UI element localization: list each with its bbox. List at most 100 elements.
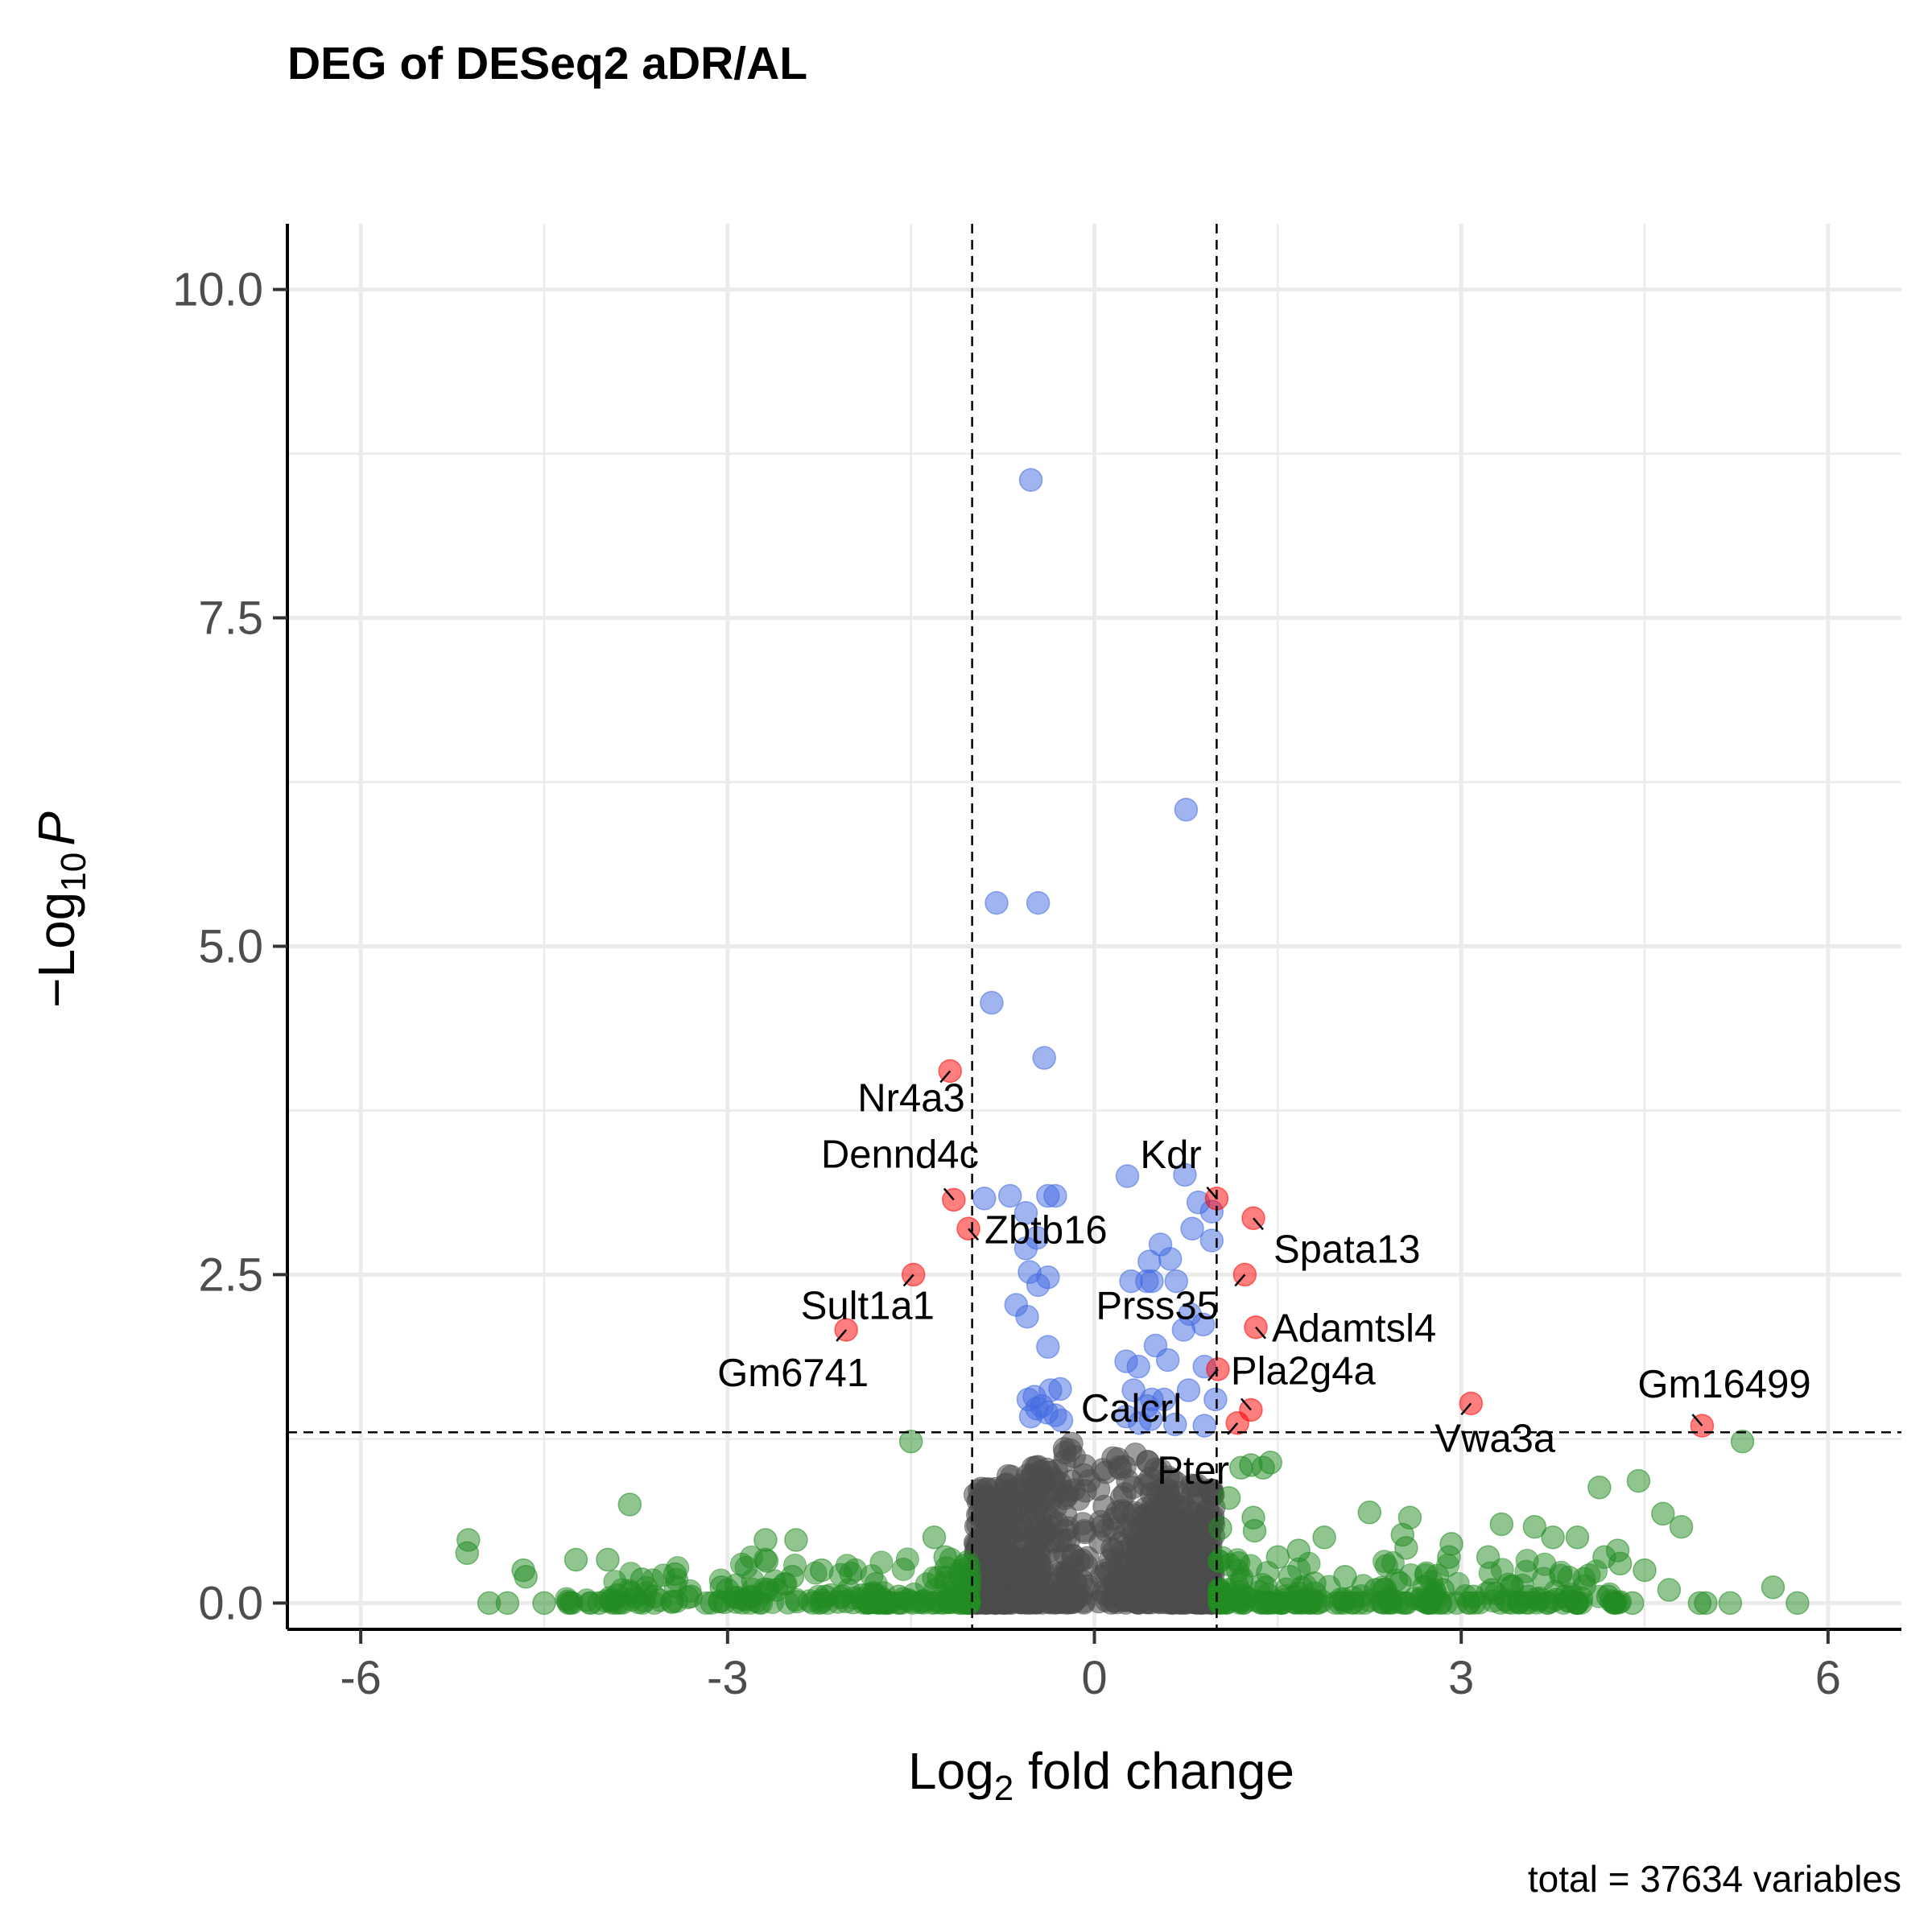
data-point (1203, 1387, 1228, 1412)
data-point (1115, 1164, 1140, 1188)
gene-label-calcrl: Calcrl (1081, 1387, 1182, 1430)
fc-only-point (891, 1557, 915, 1581)
data-point (784, 1528, 808, 1552)
label-connector (1253, 1217, 1264, 1231)
ns-point (1094, 1460, 1118, 1484)
data-point (716, 1578, 740, 1602)
data-point (617, 1492, 642, 1517)
data-point (1015, 1304, 1039, 1329)
data-point (514, 1564, 538, 1589)
data-point (1476, 1545, 1501, 1570)
ns-point (1001, 1588, 1026, 1612)
data-point (923, 1578, 947, 1602)
data-point (1013, 1200, 1038, 1225)
gene-label-spata13: Spata13 (1274, 1228, 1421, 1271)
data-point (1430, 1578, 1455, 1602)
data-point (1163, 1412, 1187, 1437)
fc-only-point (1412, 1590, 1436, 1614)
data-point (455, 1541, 480, 1566)
x-tick-label: -3 (707, 1652, 749, 1704)
chart-caption: total = 37634 variables (1528, 1858, 1901, 1900)
label-connector (1207, 1368, 1219, 1381)
cutoff-lines (287, 224, 1901, 1629)
fc-only-point (1577, 1563, 1601, 1587)
data-point (495, 1591, 520, 1616)
data-point (1461, 1584, 1486, 1608)
x-axis-title: Log2 fold change (908, 1742, 1294, 1808)
ns-point (1154, 1546, 1178, 1570)
data-point (1553, 1584, 1578, 1608)
data-point (532, 1591, 556, 1616)
data-point (850, 1583, 874, 1608)
data-point (1155, 1348, 1180, 1373)
gene-label-kdr: Kdr (1140, 1133, 1201, 1177)
data-point (1265, 1545, 1290, 1570)
ns-point (1128, 1559, 1152, 1583)
data-point (1208, 1516, 1232, 1541)
data-point (740, 1584, 764, 1608)
ns-point (1046, 1511, 1070, 1535)
ns-point (1089, 1565, 1113, 1589)
data-point (1587, 1476, 1612, 1500)
data-point (596, 1547, 620, 1572)
data-point (997, 1183, 1022, 1208)
y-tick-label: 7.5 (198, 592, 263, 645)
data-point (1140, 1269, 1164, 1294)
fc-only-point (1259, 1591, 1283, 1615)
data-point (1626, 1468, 1651, 1493)
gene-label-dennd4c: Dennd4c (821, 1133, 979, 1176)
label-connector (1691, 1414, 1703, 1426)
data-point (780, 1564, 805, 1589)
fc-only-point (957, 1554, 981, 1579)
data-point (1388, 1571, 1412, 1596)
data-point (1174, 798, 1199, 822)
ns-point (1057, 1528, 1081, 1552)
fc-only-point (844, 1558, 868, 1582)
data-point (1137, 1249, 1162, 1274)
data-point (1687, 1591, 1712, 1616)
data-point (1522, 1514, 1547, 1539)
data-point (1026, 890, 1051, 915)
data-point (1171, 1318, 1196, 1342)
y-axis-title: −Log10P (27, 811, 93, 1008)
data-point (1026, 1273, 1051, 1298)
y-tick-label: 2.5 (198, 1249, 263, 1301)
fc-only-point (869, 1550, 894, 1575)
data-point (1199, 1228, 1224, 1253)
ns-point (971, 1482, 995, 1506)
data-point (1730, 1429, 1755, 1454)
gene-label-pter: Pter (1157, 1449, 1229, 1492)
data-point (1164, 1269, 1189, 1294)
gene-label-nr4a3: Nr4a3 (857, 1076, 964, 1120)
data-point (1718, 1591, 1743, 1616)
data-point (1657, 1578, 1682, 1602)
ns-point (1175, 1528, 1199, 1552)
data-point (1158, 1247, 1183, 1271)
data-point (1364, 1578, 1388, 1602)
ns-point (1071, 1512, 1095, 1536)
fc-only-point (1218, 1553, 1242, 1577)
data-point (1018, 468, 1043, 492)
ns-point (1158, 1589, 1183, 1613)
data-point (933, 1545, 957, 1570)
x-tick-label: -6 (340, 1652, 382, 1704)
label-connector (1234, 1274, 1246, 1287)
ns-point (1164, 1471, 1188, 1495)
data-point (605, 1583, 630, 1608)
data-point (1620, 1591, 1645, 1616)
data-point (1173, 1162, 1197, 1187)
data-point (1333, 1564, 1357, 1589)
data-point (1278, 1564, 1302, 1589)
label-connector (1227, 1422, 1239, 1435)
fc-only-point (1414, 1561, 1439, 1585)
data-point (1565, 1525, 1590, 1550)
data-point (1357, 1501, 1382, 1525)
data-point (1596, 1584, 1620, 1608)
data-point (679, 1584, 703, 1608)
ns-point (1056, 1563, 1080, 1587)
label-connector (968, 1228, 979, 1241)
chart-title: DEG of DESeq2 aDR/AL (287, 38, 807, 89)
data-point (630, 1567, 654, 1591)
data-point (1048, 1377, 1072, 1402)
